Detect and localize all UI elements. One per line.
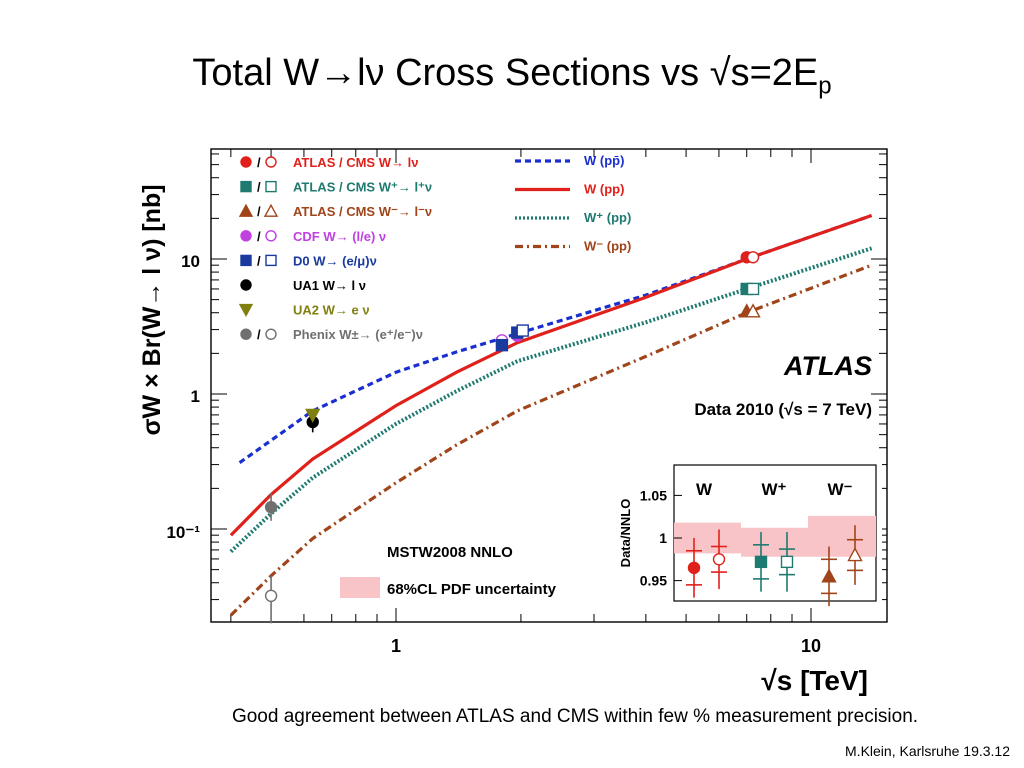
legend-curve-4: W⁻ (pp) [584,239,631,254]
inset-point-3 [754,555,768,569]
inset-band [741,527,808,557]
curve-series-2 [229,213,873,537]
legend-data: / ATLAS / CMS W→ lν / ATLAS / CMS W⁺→ l⁺ν / A… [238,155,432,342]
x-tick-label-10: 10 [801,636,821,656]
legend-slash: / [257,204,261,219]
inset-band [808,515,876,557]
legend-entry-8: Phenix W±→ (e⁺/e⁻)ν [293,327,423,342]
inset-point-6 [847,547,863,562]
ratio-inset: 0.95 1 1.05 [640,487,876,607]
inset-ytick-label: 1.05 [640,487,667,503]
cross-section-figure: 1 10 10⁻¹ 1 10 √s [TeV] σW × Br(W→ l ν) … [138,148,888,696]
legend-slash: / [257,253,261,268]
legend-curve-3: W⁺ (pp) [584,210,631,225]
legend-marker-open [265,180,277,193]
legend-marker-filled [238,203,254,217]
data-point-3-2 [745,303,761,318]
data-point-5-1 [495,338,509,352]
y-axis-label: σW × Br(W→ l ν) [nb] [138,184,166,435]
inset-group-wminus: W⁻ [827,480,852,499]
curve-series-4 [229,263,873,617]
legend-marker-filled [240,230,252,242]
legend-slash: / [257,155,261,170]
inset-y-label: Data/NNLO [618,499,633,568]
legend-marker-open [265,230,277,242]
legend-marker-filled [240,328,252,340]
data-point-8-2 [264,589,278,603]
legend-marker-filled [240,279,252,291]
data-point-8-1 [264,501,278,514]
axis-ticks [211,149,887,622]
inset-point-2 [712,553,726,566]
data-point-2-2 [746,282,760,296]
y-tick-label-0.1: 10⁻¹ [166,523,200,542]
legend-slash: / [257,180,261,195]
data-points [264,251,761,624]
legend-entry-3: ATLAS / CMS W⁻→ l⁻ν [293,204,432,219]
inset-group-w: W [696,480,713,499]
plot-frame [210,148,888,623]
experiment-logo: ATLAS [783,351,872,381]
legend-entry-6: UA1 W→ l ν [293,278,366,293]
legend-curve-1: W (pp̄) [584,153,624,168]
pdf-band-label: 68%CL PDF uncertainty [387,581,557,598]
legend-entry-1: ATLAS / CMS W→ lν [293,155,418,170]
legend-curve-2: W (pp) [584,182,624,197]
inset-ytick-label: 1 [659,530,667,546]
x-axis-label: √s [TeV] [761,665,868,696]
legend-slash: / [257,229,261,244]
legend-marker-filled [240,180,252,193]
inset-point-1 [687,561,701,575]
inset-band [674,522,741,554]
inset-point-5 [821,568,837,583]
x-tick-label-1: 1 [391,636,401,656]
dataset-label: Data 2010 (√s = 7 TeV) [694,400,872,419]
theory-curves [229,213,873,617]
data-point-7-1 [305,408,321,423]
legend-entry-7: UA2 W→ e ν [293,303,370,318]
pdf-band-swatch [340,577,380,598]
y-tick-label-10: 10 [181,252,200,271]
legend-entry-2: ATLAS / CMS W⁺→ l⁺ν [293,180,432,195]
legend-slash: / [257,327,261,342]
legend-marker-open [265,254,277,267]
legend-marker-open [265,156,277,168]
legend-marker-open [263,203,279,217]
data-point-5-3 [516,324,529,337]
inset-group-wplus: W⁺ [761,480,786,499]
data-point-1-2 [746,251,760,264]
legend-entry-5: D0 W→ (e/μ)ν [293,253,377,268]
slide-credit: M.Klein, Karlsruhe 19.3.12 [845,743,1010,759]
legend-marker-open [265,328,277,340]
inset-ytick-label: 0.95 [640,573,667,589]
slide-title-main: Total W→lν Cross Sections vs √s=2E [192,52,819,94]
legend-entry-4: CDF W→ (l/e) ν [293,229,386,244]
slide-title-sub: p [818,72,832,100]
slide-caption: Good agreement between ATLAS and CMS wit… [231,706,919,727]
inset-point-4 [780,555,794,569]
legend-marker-filled [240,254,252,267]
legend-marker-filled [238,303,254,318]
theory-label: MSTW2008 NNLO [387,544,513,561]
y-tick-label-1: 1 [191,387,200,406]
curve-series-3 [229,246,873,554]
legend-marker-filled [240,156,252,168]
slide-title: Total W→lν Cross Sections vs √s=2Ep [0,52,1024,101]
legend-theory: W (pp̄) W (pp) W⁺ (pp) W⁻ (pp) [515,153,631,254]
